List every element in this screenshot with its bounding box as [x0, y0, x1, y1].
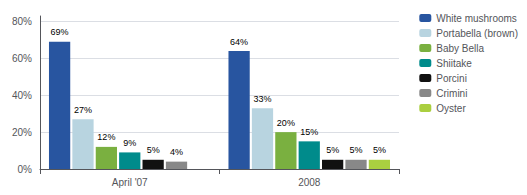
svg-text:27%: 27% [74, 105, 92, 115]
svg-text:April '07: April '07 [112, 177, 148, 188]
svg-text:Oyster: Oyster [436, 103, 466, 114]
svg-text:2008: 2008 [298, 177, 321, 188]
svg-text:Porcini: Porcini [436, 73, 467, 84]
svg-text:60%: 60% [12, 53, 32, 64]
svg-text:White mushrooms: White mushrooms [436, 13, 517, 24]
svg-text:80%: 80% [12, 16, 32, 27]
svg-text:40%: 40% [12, 90, 32, 101]
svg-text:Shiitake: Shiitake [436, 58, 472, 69]
svg-text:20%: 20% [12, 127, 32, 138]
svg-text:64%: 64% [230, 37, 248, 47]
svg-text:0%: 0% [18, 164, 33, 175]
svg-text:Portabella (brown): Portabella (brown) [436, 28, 518, 39]
svg-text:9%: 9% [123, 138, 136, 148]
svg-text:12%: 12% [97, 132, 115, 142]
svg-text:5%: 5% [350, 145, 363, 155]
svg-text:4%: 4% [170, 147, 183, 157]
svg-text:20%: 20% [277, 118, 295, 128]
svg-text:15%: 15% [300, 127, 318, 137]
svg-text:5%: 5% [147, 145, 160, 155]
svg-text:Baby Bella: Baby Bella [436, 43, 484, 54]
svg-text:Crimini: Crimini [436, 88, 467, 99]
svg-text:5%: 5% [326, 145, 339, 155]
svg-text:69%: 69% [51, 27, 69, 37]
svg-text:33%: 33% [253, 94, 271, 104]
svg-text:5%: 5% [373, 145, 386, 155]
